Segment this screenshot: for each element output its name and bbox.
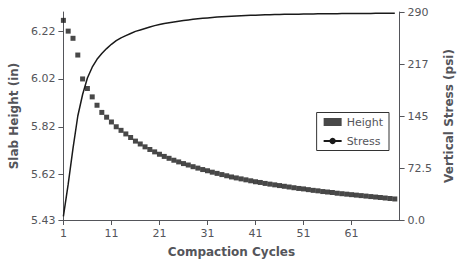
svg-text:1: 1 [60,227,67,240]
svg-text:5.62: 5.62 [31,168,56,181]
svg-text:51: 51 [297,227,311,240]
svg-text:6.02: 6.02 [31,72,56,85]
svg-text:Slab Height (in): Slab Height (in) [7,63,21,170]
svg-text:31: 31 [200,227,214,240]
svg-text:Vertical Stress (psi): Vertical Stress (psi) [442,49,456,183]
svg-text:Stress: Stress [347,135,381,148]
svg-text:290: 290 [408,6,429,19]
svg-text:145: 145 [408,110,429,123]
svg-text:0.0: 0.0 [408,214,426,227]
svg-text:41: 41 [249,227,263,240]
svg-text:21: 21 [152,227,166,240]
svg-text:5.43: 5.43 [31,214,56,227]
svg-text:Height: Height [347,116,384,129]
svg-text:5.82: 5.82 [31,120,56,133]
svg-text:6.22: 6.22 [31,25,56,38]
svg-text:61: 61 [345,227,359,240]
svg-text:11: 11 [104,227,118,240]
svg-text:72.5: 72.5 [408,162,433,175]
svg-text:Compaction Cycles: Compaction Cycles [168,245,295,259]
svg-text:217: 217 [408,58,429,71]
